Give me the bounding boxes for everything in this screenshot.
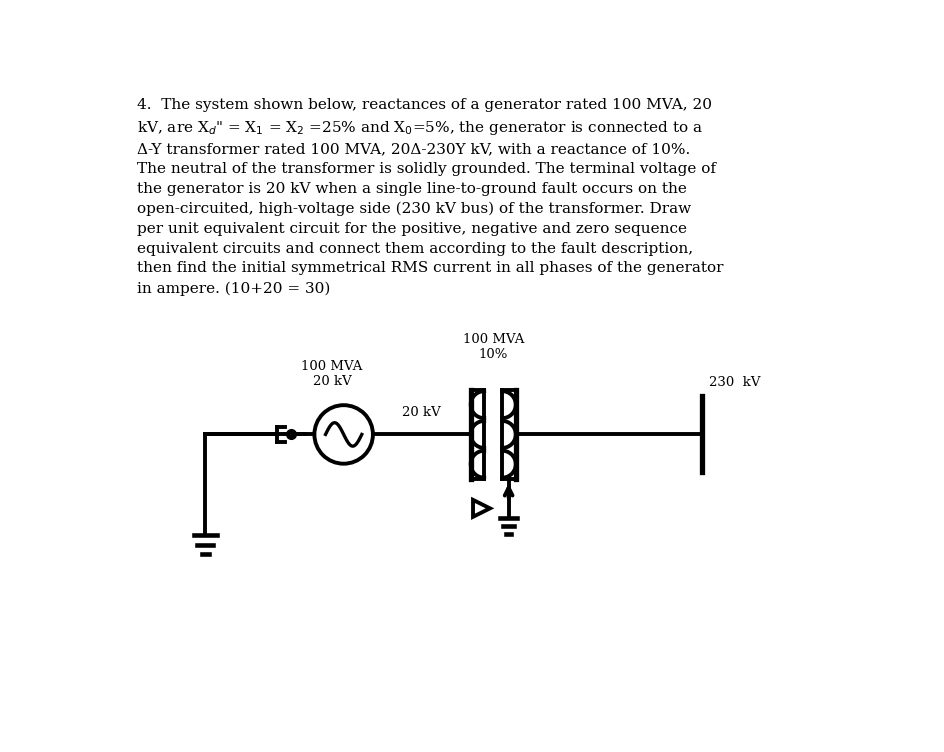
Text: 100 MVA
10%: 100 MVA 10% xyxy=(463,332,524,360)
Text: 20 kV: 20 kV xyxy=(402,406,441,419)
Text: 100 MVA
20 kV: 100 MVA 20 kV xyxy=(301,360,362,388)
Text: 230  kV: 230 kV xyxy=(709,376,761,389)
Text: 4.  The system shown below, reactances of a generator rated 100 MVA, 20
kV, are : 4. The system shown below, reactances of… xyxy=(137,98,724,296)
